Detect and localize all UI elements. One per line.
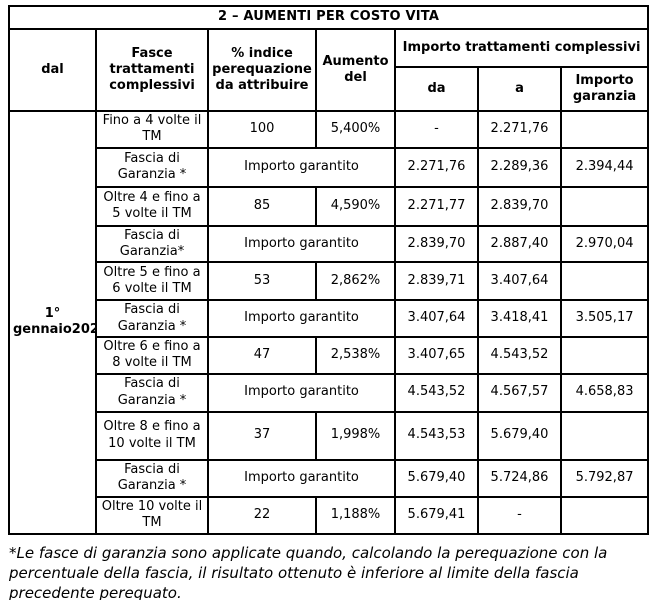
garanzia-cell bbox=[559, 410, 650, 461]
fascia-cell: Oltre 8 e fino a 10 volte il TM bbox=[95, 410, 209, 461]
footnote: *Le fasce di garanzia sono applicate qua… bbox=[9, 543, 608, 600]
fascia-cell: Fascia di Garanzia * bbox=[95, 299, 209, 338]
da-cell: 4.543,53 bbox=[394, 410, 479, 461]
dal-value: 1° gennaio2024 bbox=[8, 110, 97, 535]
fascia-cell: Oltre 4 e fino a 5 volte il TM bbox=[95, 185, 209, 227]
a-cell: 2.887,40 bbox=[477, 224, 562, 263]
a-cell: 2.271,76 bbox=[477, 110, 562, 149]
garanzia-cell: 3.505,17 bbox=[559, 299, 650, 338]
table-row: Fascia di Garanzia * Importo garantito 2… bbox=[9, 146, 650, 188]
table-row: Fascia di Garanzia* Importo garantito 2.… bbox=[9, 224, 650, 263]
garanzia-cell bbox=[559, 495, 650, 535]
da-cell: 2.271,76 bbox=[394, 146, 479, 188]
table-title: 2 – AUMENTI PER COSTO VITA bbox=[7, 5, 650, 30]
da-cell: 3.407,65 bbox=[394, 336, 479, 375]
title-row: 2 – AUMENTI PER COSTO VITA bbox=[7, 5, 650, 30]
a-cell: 5.679,40 bbox=[477, 410, 562, 461]
header-row-bottom: da a Importo garanzia bbox=[9, 66, 650, 112]
da-cell: 2.271,77 bbox=[394, 185, 479, 227]
table-row: Oltre 10 volte il TM 22 1,188% 5.679,41 … bbox=[9, 495, 650, 535]
aumento-cell: 2,538% bbox=[315, 336, 396, 375]
a-cell: 5.724,86 bbox=[477, 458, 562, 498]
col-header-aumento: Aumento del bbox=[315, 28, 396, 112]
col-header-fasce: Fasce trattamenti complessivi bbox=[95, 28, 209, 112]
table-row: Fascia di Garanzia * Importo garantito 3… bbox=[9, 299, 650, 338]
fascia-cell: Fascia di Garanzia* bbox=[95, 224, 209, 263]
table-row: Fascia di Garanzia * Importo garantito 5… bbox=[9, 458, 650, 498]
da-cell: 3.407,64 bbox=[394, 299, 479, 338]
a-cell: 3.407,64 bbox=[477, 261, 562, 301]
fascia-cell: Fascia di Garanzia * bbox=[95, 458, 209, 498]
da-cell: 2.839,71 bbox=[394, 261, 479, 301]
a-cell: 4.567,57 bbox=[477, 372, 562, 413]
garanzia-cell bbox=[559, 336, 650, 375]
col-header-garanzia: Importo garanzia bbox=[559, 66, 650, 112]
fascia-cell: Oltre 10 volte il TM bbox=[95, 495, 209, 535]
indice-cell: 100 bbox=[207, 110, 317, 149]
table-row: Oltre 5 e fino a 6 volte il TM 53 2,862%… bbox=[9, 261, 650, 301]
indice-cell: 85 bbox=[207, 185, 317, 227]
table-row: Oltre 8 e fino a 10 volte il TM 37 1,998… bbox=[9, 410, 650, 461]
fascia-cell: Fino a 4 volte il TM bbox=[95, 110, 209, 149]
da-cell: 2.839,70 bbox=[394, 224, 479, 263]
indice-cell: 53 bbox=[207, 261, 317, 301]
dal-line-2: gennaio2024 bbox=[13, 322, 94, 338]
fascia-cell: Fascia di Garanzia * bbox=[95, 372, 209, 413]
table-row: Fascia di Garanzia * Importo garantito 4… bbox=[9, 372, 650, 413]
garanzia-cell bbox=[559, 110, 650, 149]
importo-garantito-cell: Importo garantito bbox=[207, 372, 396, 413]
a-cell: - bbox=[477, 495, 562, 535]
da-cell: - bbox=[394, 110, 479, 149]
table-row: 1° gennaio2024 Fino a 4 volte il TM 100 … bbox=[8, 110, 650, 535]
table-row: Oltre 4 e fino a 5 volte il TM 85 4,590%… bbox=[9, 185, 650, 227]
dal-line-1: 1° bbox=[44, 306, 61, 321]
fascia-cell: Fascia di Garanzia * bbox=[95, 146, 209, 188]
col-header-a: a bbox=[477, 66, 562, 112]
aumento-cell: 1,998% bbox=[315, 410, 396, 461]
a-cell: 3.418,41 bbox=[477, 299, 562, 338]
col-header-dal: dal bbox=[8, 28, 97, 112]
a-cell: 2.289,36 bbox=[477, 146, 562, 188]
importo-garantito-cell: Importo garantito bbox=[207, 458, 396, 498]
da-cell: 5.679,41 bbox=[394, 495, 479, 535]
garanzia-cell bbox=[559, 185, 650, 227]
indice-cell: 47 bbox=[207, 336, 317, 375]
importo-garantito-cell: Importo garantito bbox=[207, 299, 396, 338]
col-header-importo-group: Importo trattamenti complessivi bbox=[393, 28, 650, 68]
garanzia-cell: 2.970,04 bbox=[559, 224, 650, 263]
da-cell: 5.679,40 bbox=[394, 458, 479, 498]
col-header-da: da bbox=[394, 66, 479, 112]
table-row: Oltre 6 e fino a 8 volte il TM 47 2,538%… bbox=[9, 336, 650, 375]
garanzia-cell: 4.658,83 bbox=[559, 372, 650, 413]
header-row-top: dal Fasce trattamenti complessivi % indi… bbox=[8, 28, 650, 112]
fascia-cell: Oltre 6 e fino a 8 volte il TM bbox=[95, 336, 209, 375]
a-cell: 2.839,70 bbox=[477, 185, 562, 227]
garanzia-cell bbox=[559, 261, 650, 301]
garanzia-cell: 5.792,87 bbox=[559, 458, 650, 498]
da-cell: 4.543,52 bbox=[394, 372, 479, 413]
indice-cell: 37 bbox=[207, 410, 317, 461]
garanzia-cell: 2.394,44 bbox=[559, 146, 650, 188]
a-cell: 4.543,52 bbox=[477, 336, 562, 375]
col-header-indice: % indice perequazione da attribuire bbox=[207, 28, 317, 112]
aumento-cell: 4,590% bbox=[315, 185, 396, 227]
aumento-cell: 5,400% bbox=[315, 110, 396, 149]
aumenti-costo-vita-table: 2 – AUMENTI PER COSTO VITA dal Fasce tra… bbox=[7, 5, 650, 535]
aumento-cell: 2,862% bbox=[315, 261, 396, 301]
importo-garantito-cell: Importo garantito bbox=[207, 224, 396, 263]
indice-cell: 22 bbox=[207, 495, 317, 535]
aumento-cell: 1,188% bbox=[315, 495, 396, 535]
importo-garantito-cell: Importo garantito bbox=[207, 146, 396, 188]
fascia-cell: Oltre 5 e fino a 6 volte il TM bbox=[95, 261, 209, 301]
